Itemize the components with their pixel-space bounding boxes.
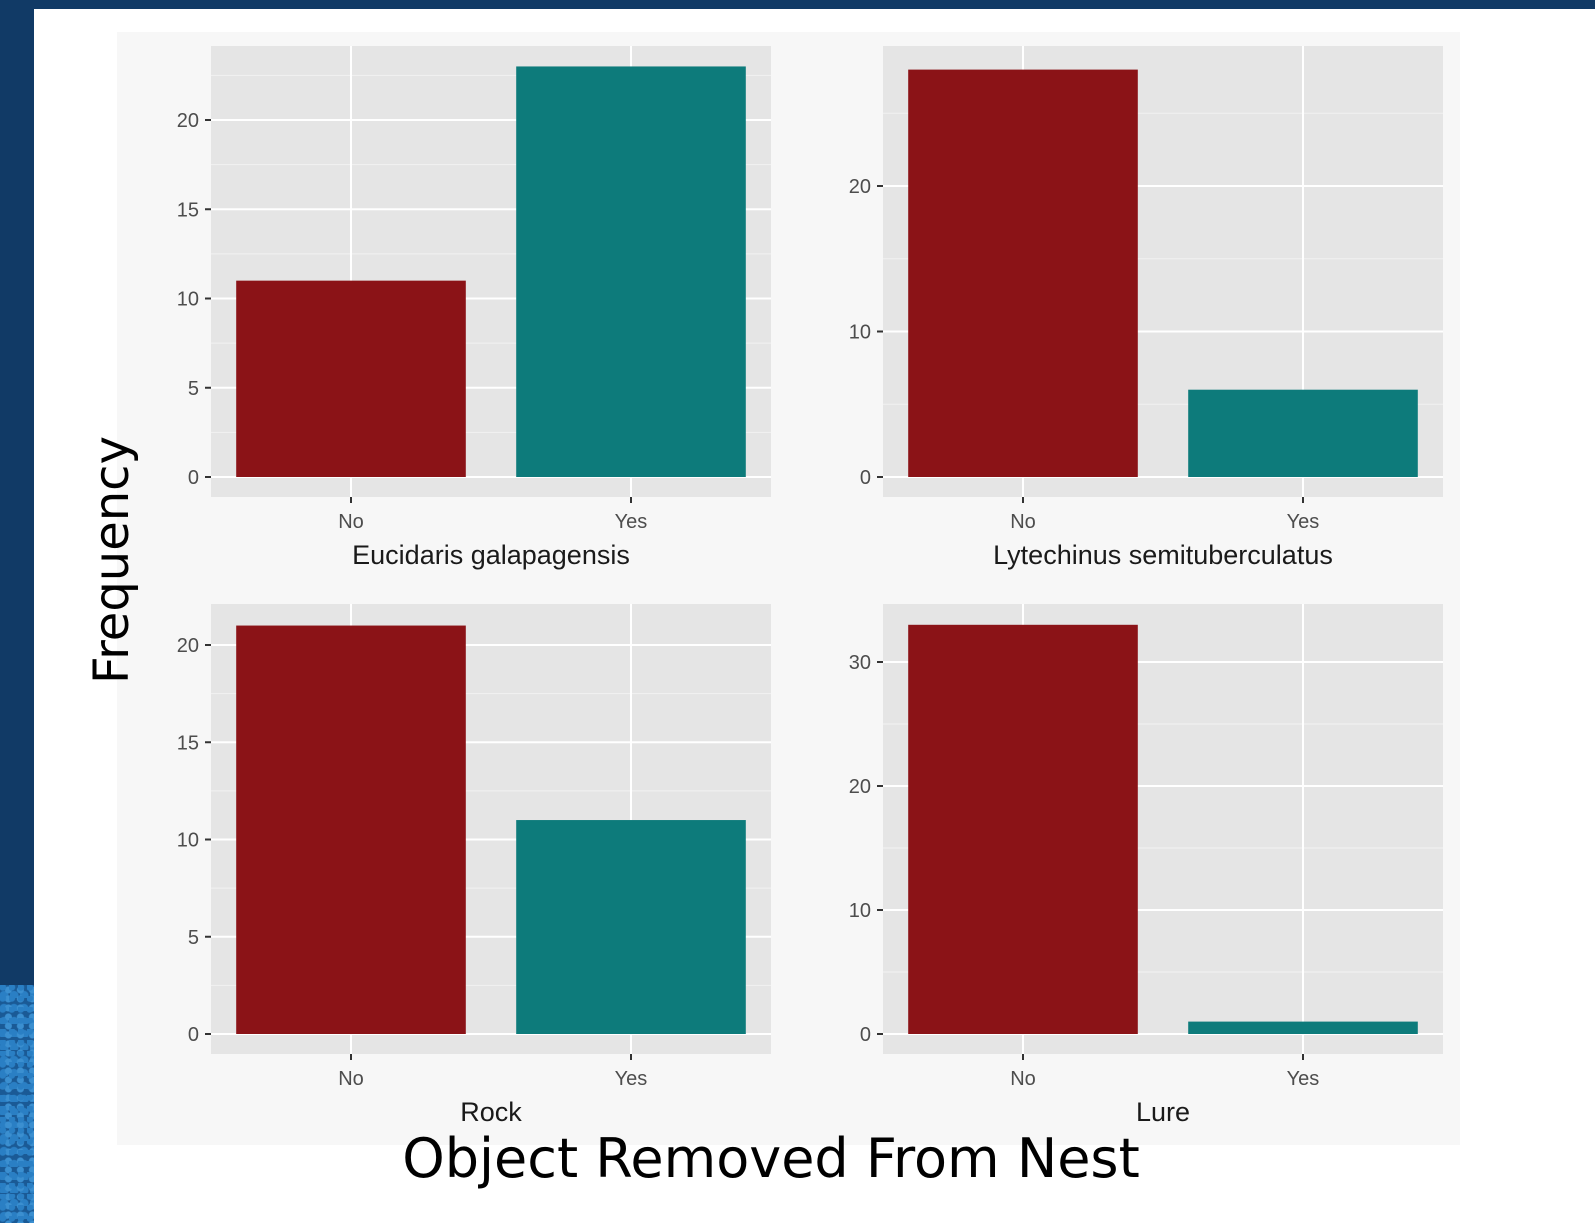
bar-yes xyxy=(1188,1021,1418,1034)
y-tick-label: 15 xyxy=(177,732,199,754)
y-tick-label: 20 xyxy=(177,110,199,132)
x-tick-label: Yes xyxy=(1287,511,1320,533)
y-tick-label: 0 xyxy=(860,1024,871,1046)
y-axis-title: Frequency xyxy=(84,436,140,684)
y-tick-label: 5 xyxy=(188,927,199,949)
y-tick-label: 15 xyxy=(177,199,199,221)
facet-label: Lytechinus semituberculatus xyxy=(993,540,1333,570)
bar-yes xyxy=(516,66,746,477)
x-tick-label: No xyxy=(338,511,364,533)
facet-panel: 0 10 20 No Yes Lytechinus semituberculatus xyxy=(849,46,1443,570)
y-tick-label: 5 xyxy=(188,378,199,400)
y-tick-label: 0 xyxy=(188,467,199,489)
y-tick-label: 10 xyxy=(177,830,199,852)
y-tick-label: 10 xyxy=(177,289,199,311)
x-tick-label: Yes xyxy=(615,511,648,533)
facet-label: Rock xyxy=(460,1097,522,1127)
y-tick-label: 20 xyxy=(849,176,871,198)
bar-no xyxy=(908,69,1138,477)
bar-no xyxy=(236,625,466,1034)
facet-panel: 0 5 10 15 20 No Yes Rock xyxy=(177,604,771,1127)
y-tick-label: 0 xyxy=(860,467,871,489)
x-tick-label: No xyxy=(1010,1068,1036,1090)
x-tick-label: Yes xyxy=(1287,1068,1320,1090)
y-tick-label: 10 xyxy=(849,900,871,922)
facet-panel: 0 10 20 30 No Yes Lure xyxy=(849,604,1443,1127)
facet-panel: 0 5 10 15 20 No Yes Eucidaris galapagensis xyxy=(177,46,771,570)
facet-label: Lure xyxy=(1136,1097,1190,1127)
bar-yes xyxy=(516,820,746,1034)
x-tick-label: No xyxy=(338,1068,364,1090)
x-tick-label: Yes xyxy=(615,1068,648,1090)
x-tick-label: No xyxy=(1010,511,1036,533)
bar-no xyxy=(236,280,466,477)
y-tick-label: 0 xyxy=(188,1024,199,1046)
bar-yes xyxy=(1188,389,1418,477)
y-tick-label: 30 xyxy=(849,652,871,674)
y-tick-label: 20 xyxy=(849,776,871,798)
facet-label: Eucidaris galapagensis xyxy=(352,540,630,570)
x-axis-title: Object Removed From Nest xyxy=(402,1127,1140,1190)
decorative-texture xyxy=(0,985,34,1223)
y-tick-label: 20 xyxy=(177,635,199,657)
y-tick-label: 10 xyxy=(849,322,871,344)
bar-no xyxy=(908,624,1138,1034)
